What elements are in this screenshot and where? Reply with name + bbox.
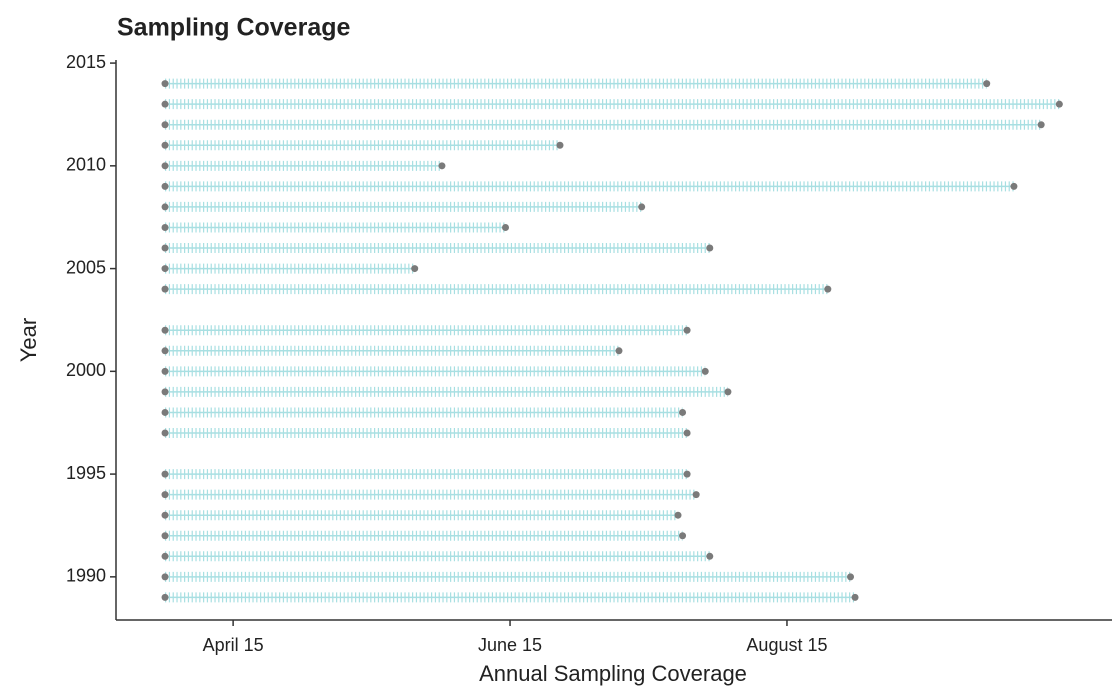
start-point (161, 367, 169, 375)
start-point (161, 470, 169, 478)
end-point (706, 244, 714, 252)
start-point (161, 223, 169, 231)
end-point (556, 141, 564, 149)
end-point (683, 326, 691, 334)
start-point (161, 203, 169, 211)
y-tick-label: 2005 (66, 257, 106, 277)
end-point (1055, 100, 1063, 108)
start-point (161, 121, 169, 129)
chart-title: Sampling Coverage (117, 14, 350, 42)
start-point (161, 162, 169, 170)
end-point (615, 347, 623, 355)
x-tick-label: June 15 (478, 635, 542, 655)
start-point (161, 244, 169, 252)
end-point (683, 470, 691, 478)
start-point (161, 265, 169, 273)
end-point (438, 162, 446, 170)
y-tick-label: 1990 (66, 566, 106, 586)
y-tick-label: 2015 (66, 52, 106, 72)
end-point (411, 265, 419, 273)
start-point (161, 552, 169, 560)
start-point (161, 326, 169, 334)
start-point (161, 573, 169, 581)
start-point (161, 511, 169, 519)
end-point (824, 285, 832, 293)
start-point (161, 593, 169, 601)
start-point (161, 141, 169, 149)
end-point (1010, 182, 1018, 190)
end-point (692, 491, 700, 499)
x-tick-label: August 15 (746, 635, 827, 655)
end-point (983, 80, 991, 88)
end-point (701, 367, 709, 375)
start-point (161, 388, 169, 396)
y-tick-label: 2000 (66, 360, 106, 380)
end-point (724, 388, 732, 396)
start-point (161, 429, 169, 437)
start-point (161, 408, 169, 416)
y-tick-label: 2010 (66, 155, 106, 175)
end-point (683, 429, 691, 437)
end-point (679, 408, 687, 416)
end-point (1037, 121, 1045, 129)
x-axis-label: Annual Sampling Coverage (479, 661, 747, 686)
start-point (161, 100, 169, 108)
end-point (502, 223, 510, 231)
end-point (638, 203, 646, 211)
end-point (706, 552, 714, 560)
start-point (161, 80, 169, 88)
start-point (161, 285, 169, 293)
x-tick-label: April 15 (203, 635, 264, 655)
start-point (161, 532, 169, 540)
y-axis-label: Year (16, 318, 41, 362)
start-point (161, 347, 169, 355)
end-point (679, 532, 687, 540)
start-point (161, 491, 169, 499)
y-tick-label: 1995 (66, 463, 106, 483)
end-point (674, 511, 682, 519)
start-point (161, 182, 169, 190)
end-point (847, 573, 855, 581)
end-point (851, 593, 859, 601)
